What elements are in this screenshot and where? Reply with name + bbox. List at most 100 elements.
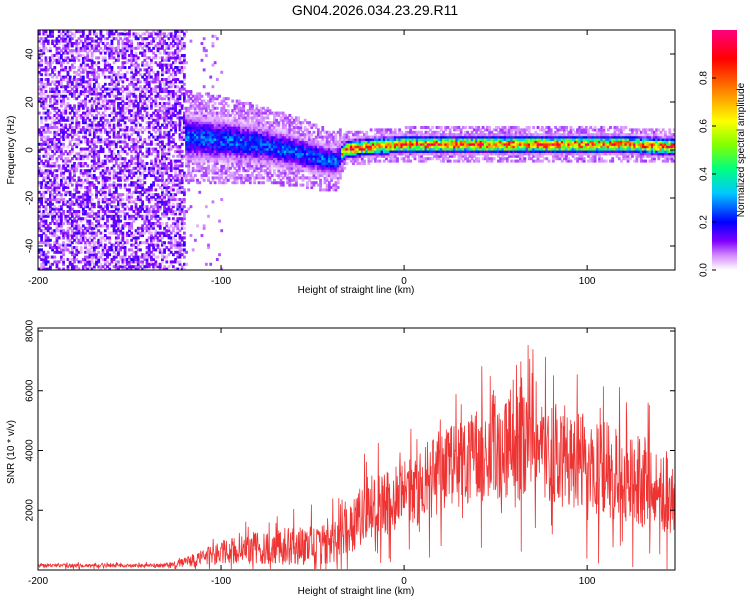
heat-cell (158, 138, 162, 141)
heat-cell (180, 154, 184, 158)
heat-cell (147, 222, 151, 225)
heat-cell (40, 82, 43, 86)
heat-cell (180, 30, 184, 33)
heat-cell (59, 123, 63, 127)
heat-cell (57, 166, 61, 170)
heat-cell (86, 75, 90, 79)
heat-cell (55, 226, 59, 230)
heat-cell (40, 214, 43, 218)
heat-cell (215, 128, 219, 132)
heat-cell (150, 250, 153, 254)
heat-cell (161, 42, 164, 45)
heat-cell (86, 154, 90, 158)
heat-cell (81, 224, 85, 228)
heat-cell (154, 159, 158, 163)
heat-cell (244, 102, 248, 105)
heat-cell (130, 54, 134, 57)
heat-cell (90, 159, 94, 163)
heat-cell (75, 109, 79, 113)
heat-cell (38, 147, 41, 151)
heat-cell (156, 246, 160, 249)
heat-cell (176, 176, 180, 180)
heat-cell (62, 97, 65, 101)
heat-cell (75, 234, 79, 237)
heat-cell (207, 246, 210, 249)
heat-cell (150, 34, 153, 38)
heat-cell (207, 178, 210, 182)
heat-cell (97, 66, 101, 69)
heat-cell (123, 138, 127, 141)
heat-cell (121, 231, 125, 235)
heat-cell (174, 212, 177, 216)
heat-cell (59, 205, 63, 209)
heat-cell (38, 171, 41, 175)
heat-cell (84, 217, 87, 221)
heat-cell (86, 44, 90, 48)
heat-cell (119, 32, 123, 36)
heat-cell (185, 121, 188, 125)
heat-cell (95, 217, 98, 221)
heat-cell (97, 85, 101, 89)
heat-cell (40, 97, 43, 101)
heat-cell (121, 51, 125, 55)
heat-cell (167, 121, 171, 125)
heat-cell (125, 188, 129, 192)
heat-cell (48, 210, 52, 213)
heat-cell (38, 99, 41, 103)
heat-cell (165, 234, 169, 237)
heat-cell (57, 133, 61, 137)
heat-cell (255, 116, 259, 120)
heat-cell (44, 32, 48, 36)
heat-cell (196, 224, 199, 228)
heat-cell (55, 188, 59, 192)
heat-cell (114, 224, 118, 228)
heat-cell (81, 49, 85, 53)
heat-cell (141, 224, 145, 228)
heat-cell (68, 234, 72, 237)
heat-cell (92, 162, 96, 165)
heat-cell (161, 253, 164, 257)
heat-cell (204, 123, 208, 127)
heat-cell (119, 154, 123, 158)
heat-cell (68, 42, 72, 45)
heat-cell (143, 166, 147, 170)
heat-cell (226, 142, 230, 146)
heat-cell (101, 171, 105, 175)
heat-cell (253, 145, 257, 149)
heat-cell (191, 121, 195, 125)
heat-cell (57, 147, 61, 151)
heat-cell (198, 116, 202, 120)
heat-cell (125, 234, 129, 237)
heat-cell (106, 246, 109, 249)
heat-cell (145, 126, 149, 129)
heat-cell (264, 171, 268, 175)
heat-cell (40, 126, 43, 129)
heat-cell (121, 133, 125, 137)
heat-cell (117, 51, 120, 55)
heat-cell (62, 267, 65, 270)
heat-cell (79, 250, 83, 254)
heat-cell (136, 104, 140, 108)
heat-cell (59, 94, 63, 98)
heat-cell (68, 106, 72, 110)
heat-cell (62, 90, 65, 93)
heat-cell (132, 217, 136, 221)
heat-cell (42, 258, 46, 261)
heat-cell (108, 188, 112, 192)
heat-cell (110, 32, 114, 36)
heat-cell (226, 154, 230, 158)
heat-cell (75, 39, 79, 43)
heat-cell (176, 174, 180, 177)
heat-cell (167, 248, 171, 252)
heat-cell (182, 226, 186, 230)
heat-cell (141, 46, 145, 50)
heat-cell (200, 154, 204, 158)
heat-cell (99, 193, 103, 197)
heat-cell (154, 164, 158, 168)
heat-cell (130, 181, 134, 185)
heat-cell (204, 150, 208, 153)
heat-cell (253, 154, 257, 158)
heat-cell (38, 128, 41, 132)
heat-cell (143, 99, 147, 103)
heat-cell (218, 111, 221, 115)
